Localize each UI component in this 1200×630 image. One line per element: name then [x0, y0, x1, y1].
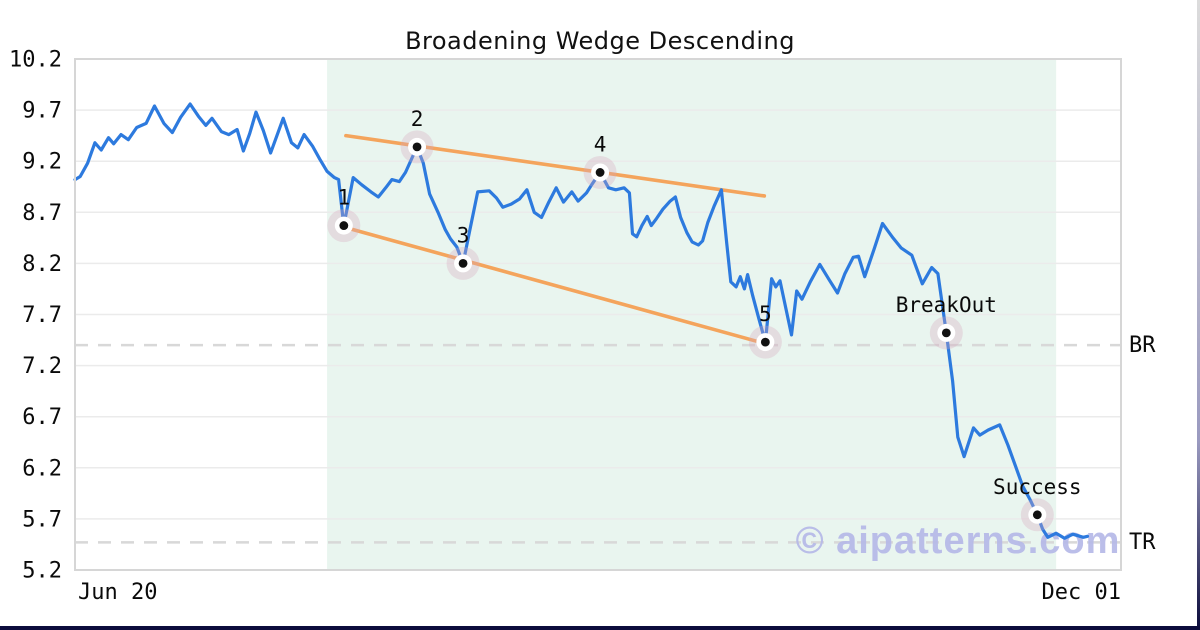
right-frame-border [1197, 0, 1200, 630]
pivot-marker-3-label: 3 [457, 223, 470, 247]
price-line [73, 102, 1090, 540]
event-marker-success-dot [1032, 510, 1042, 520]
y-axis-tick: 10.2 [9, 47, 62, 72]
pivot-marker-4-label: 4 [594, 132, 607, 156]
y-axis-tick: 8.7 [22, 201, 62, 226]
pivot-marker-1-label: 1 [337, 186, 350, 210]
event-marker-breakout-dot [941, 328, 951, 338]
pivot-marker-2-label: 2 [411, 107, 424, 131]
chart-title: Broadening Wedge Descending [405, 27, 795, 55]
bottom-frame-bar [0, 626, 1200, 630]
y-axis-tick: 5.2 [22, 558, 62, 583]
plot-border [74, 58, 1122, 571]
target-level-label: TR [1129, 530, 1156, 555]
pivot-marker-1-dot [339, 221, 349, 230]
y-axis-tick: 7.2 [22, 354, 62, 379]
pivot-marker-2-dot [412, 142, 422, 152]
pivot-marker-5-dot [760, 337, 770, 347]
y-axis-tick: 5.7 [22, 507, 62, 532]
pivot-marker-3-dot [458, 259, 468, 268]
watermark-text: © aipatterns.com [796, 520, 1121, 562]
x-axis-tick-start: Jun 20 [78, 580, 158, 605]
breakout-level-label: BR [1129, 333, 1156, 358]
y-axis-tick: 7.7 [22, 303, 62, 328]
y-axis-tick: 8.2 [22, 252, 62, 277]
y-axis-tick: 9.7 [22, 99, 62, 124]
pivot-marker-5-label: 5 [759, 302, 772, 326]
pivot-marker-4-dot [595, 168, 605, 177]
x-axis-tick-end: Dec 01 [1041, 580, 1121, 605]
y-axis-tick: 6.2 [22, 456, 62, 481]
event-marker-success-label: Success [993, 475, 1082, 499]
y-axis-tick: 9.2 [22, 150, 62, 175]
trendline-lower [344, 225, 758, 343]
y-axis-tick: 6.7 [22, 405, 62, 430]
event-marker-breakout-label: BreakOut [896, 293, 997, 317]
